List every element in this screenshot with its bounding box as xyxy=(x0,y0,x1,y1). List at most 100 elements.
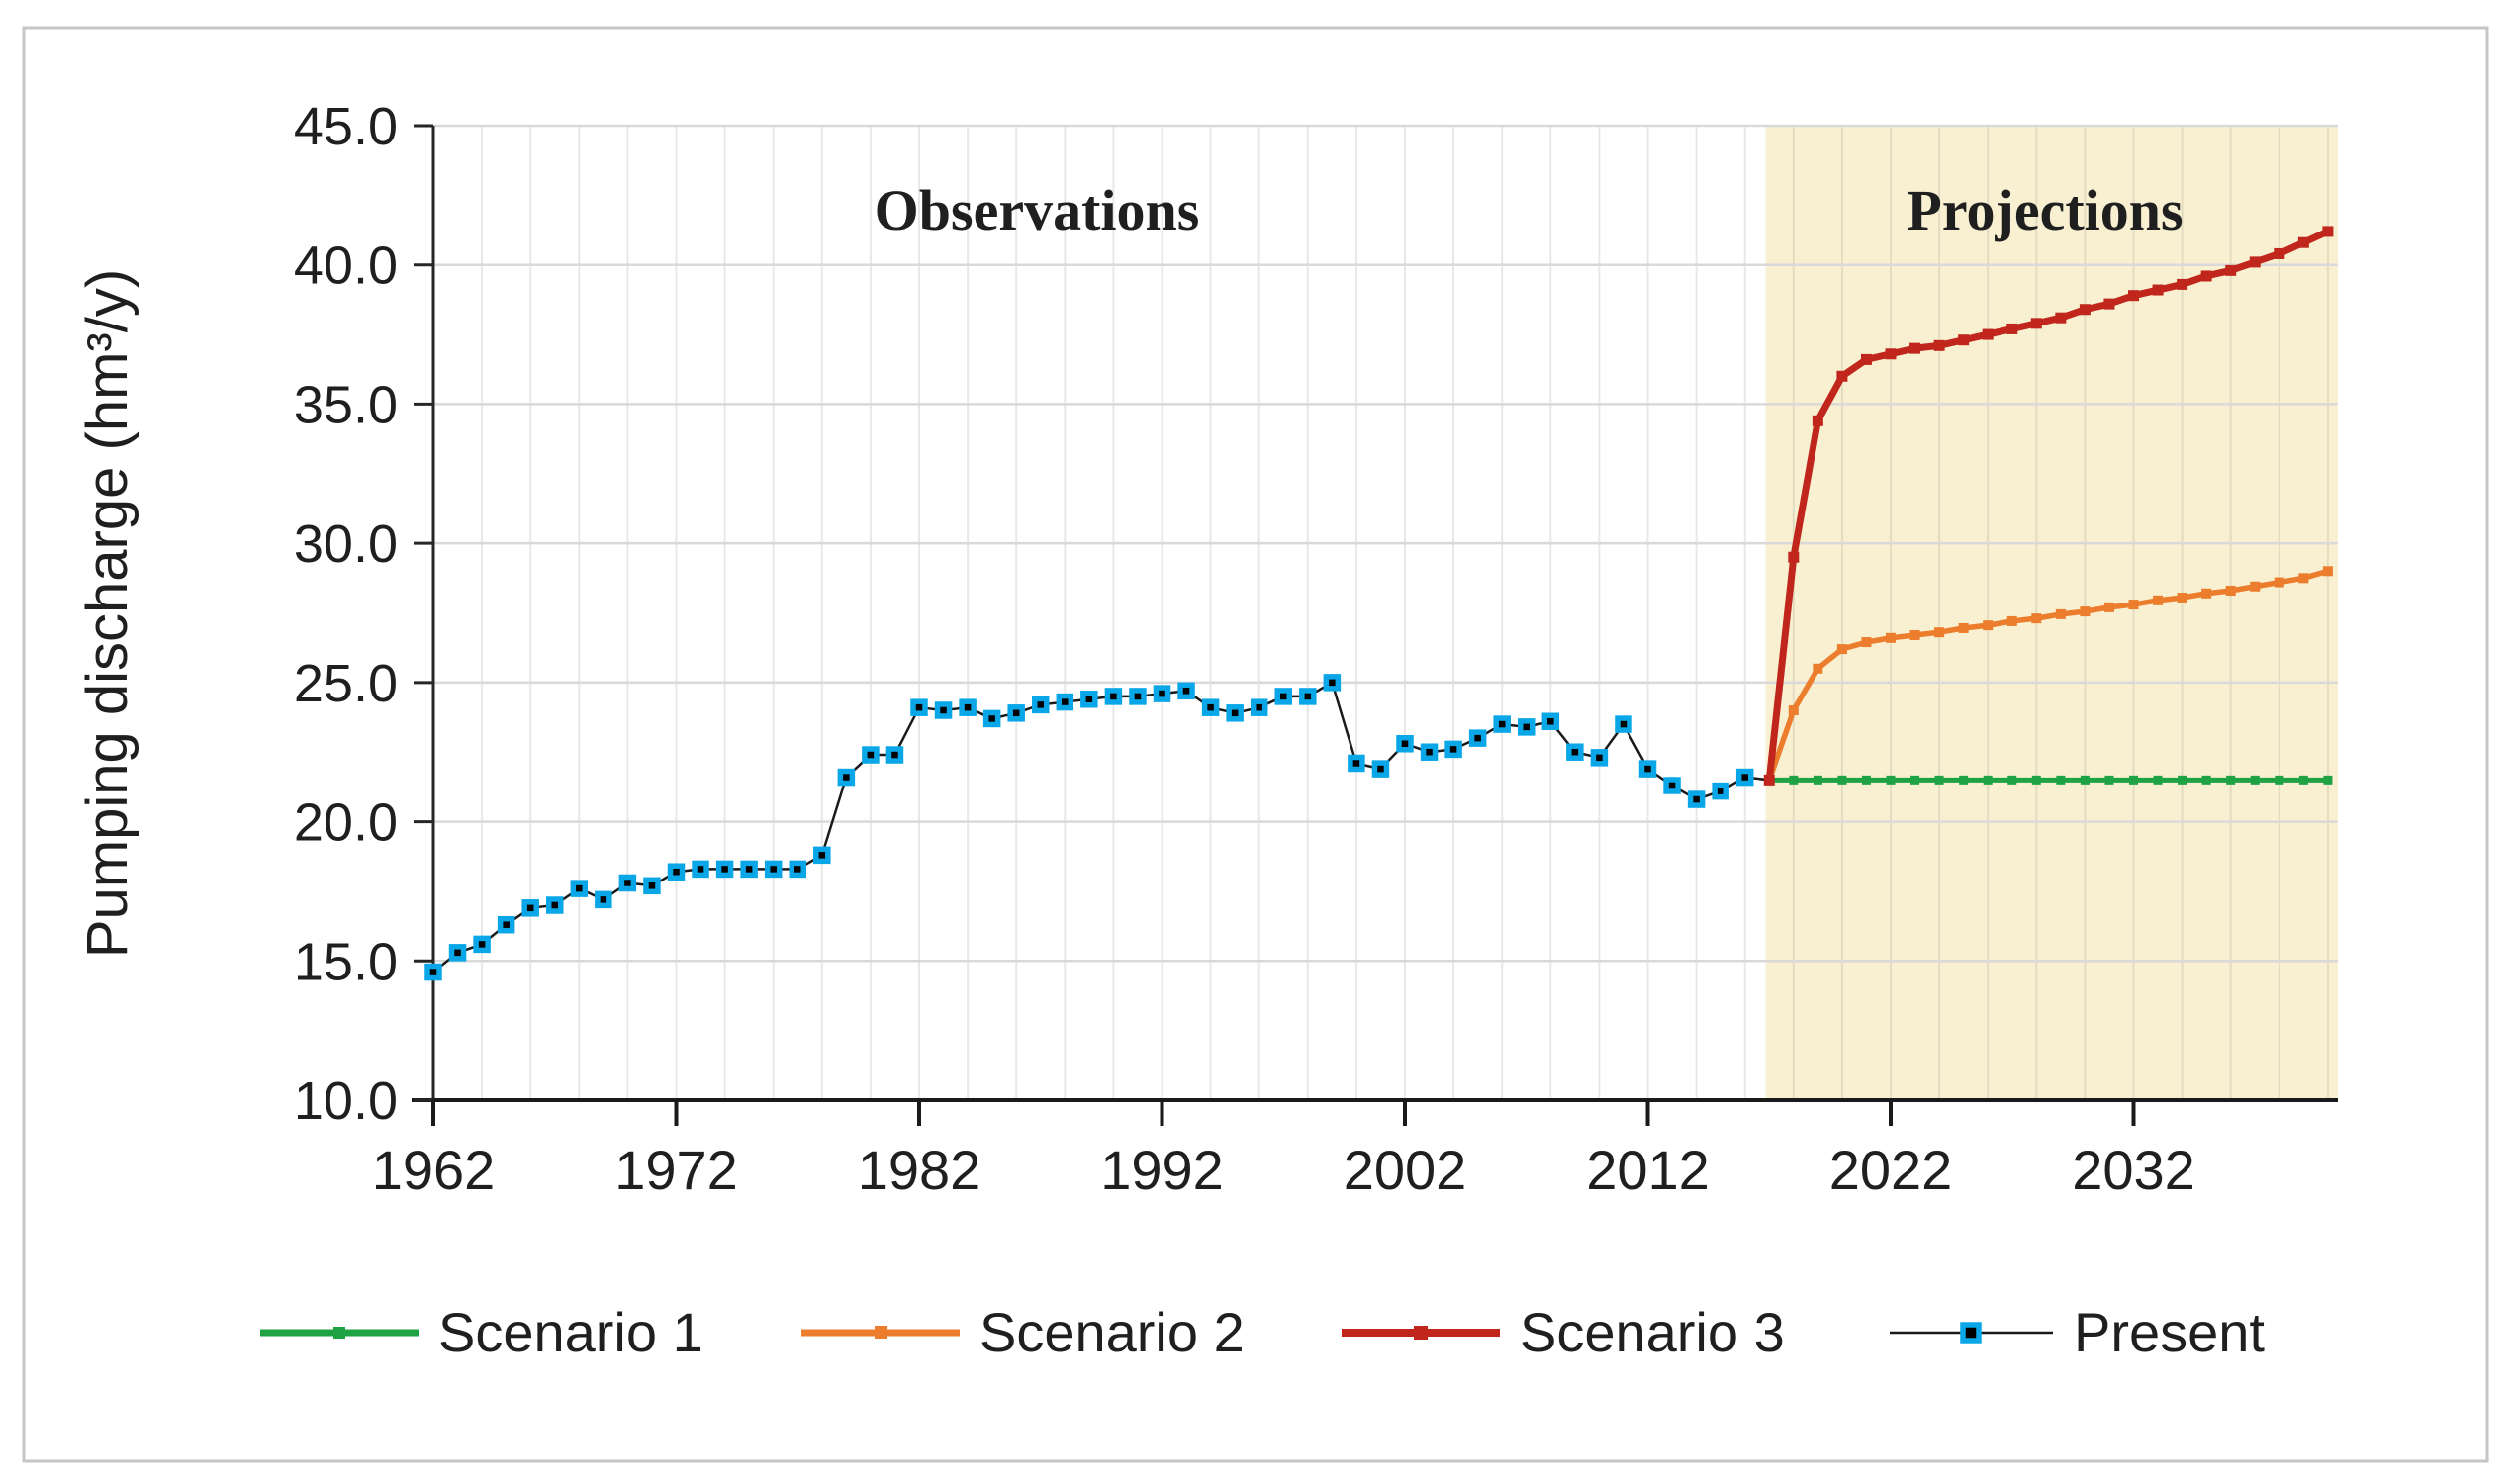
data-point-marker xyxy=(473,935,491,954)
data-point-marker xyxy=(595,890,612,909)
data-point-marker xyxy=(910,698,928,716)
data-point-marker xyxy=(2178,775,2187,785)
data-point-marker xyxy=(1909,630,1920,641)
data-point-marker xyxy=(1663,777,1681,794)
series-scenario-3 xyxy=(1763,226,2334,786)
data-point-marker xyxy=(862,746,880,764)
legend-item-scenario-1: Scenario 1 xyxy=(260,1301,703,1363)
data-point-marker xyxy=(448,944,467,962)
data-point-marker xyxy=(2080,775,2090,785)
data-point-marker xyxy=(2226,775,2236,785)
data-point-marker xyxy=(2274,577,2284,588)
data-point-marker xyxy=(1056,693,1074,711)
data-point-marker xyxy=(1886,775,1896,785)
data-point-marker xyxy=(2201,588,2212,599)
x-tick-label: 2012 xyxy=(1586,1139,1710,1201)
y-tick-label: 45.0 xyxy=(294,97,398,156)
data-point-marker xyxy=(1861,637,1872,648)
data-point-marker xyxy=(2031,775,2041,785)
data-point-marker xyxy=(1518,718,1536,736)
data-point-marker xyxy=(982,709,1001,728)
data-point-marker xyxy=(2297,236,2309,248)
data-point-marker xyxy=(2006,323,2018,334)
data-point-marker xyxy=(1735,768,1754,787)
y-tick-label: 40.0 xyxy=(294,236,398,296)
data-point-marker xyxy=(1104,688,1123,705)
observations-annotation: Observations xyxy=(875,178,1200,242)
data-point-marker xyxy=(1638,760,1657,778)
data-point-marker xyxy=(2200,270,2212,282)
data-point-marker xyxy=(2322,566,2333,577)
legend-item-scenario-3: Scenario 3 xyxy=(1342,1301,1785,1363)
data-point-marker xyxy=(1712,782,1729,800)
data-point-marker xyxy=(1983,775,1993,785)
series-present xyxy=(424,674,1770,981)
data-point-marker xyxy=(2298,775,2308,785)
data-point-marker xyxy=(2249,256,2261,268)
data-point-marker xyxy=(2103,298,2115,310)
data-point-marker xyxy=(1371,760,1390,778)
legend-label-scenario-2: Scenario 2 xyxy=(979,1301,1245,1363)
data-point-marker xyxy=(570,880,589,897)
data-point-marker xyxy=(2030,318,2042,329)
data-point-marker xyxy=(1129,688,1147,705)
data-point-marker xyxy=(1153,685,1171,702)
scenario-1-legend-marker-icon xyxy=(333,1327,345,1339)
x-tick-label: 1962 xyxy=(372,1139,496,1201)
data-point-marker xyxy=(643,877,661,895)
data-point-marker xyxy=(1788,705,1799,715)
data-point-marker xyxy=(1813,775,1822,785)
data-point-marker xyxy=(1910,775,1920,785)
data-point-marker xyxy=(2007,775,2017,785)
data-point-marker xyxy=(885,746,904,764)
y-tick-label: 20.0 xyxy=(294,793,398,853)
data-point-marker xyxy=(2250,775,2260,785)
data-point-marker xyxy=(1860,353,1872,365)
data-point-marker xyxy=(1788,551,1800,563)
data-point-marker xyxy=(1836,644,1847,655)
data-point-marker xyxy=(1201,698,1220,716)
data-point-marker xyxy=(2104,775,2114,785)
data-point-marker xyxy=(1958,334,1970,346)
data-point-marker xyxy=(2201,775,2211,785)
x-tick-label: 1982 xyxy=(858,1139,981,1201)
data-point-marker xyxy=(2056,775,2066,785)
data-point-marker xyxy=(2177,593,2187,603)
data-point-marker xyxy=(692,860,709,879)
data-point-marker xyxy=(2080,606,2091,617)
data-point-marker xyxy=(1177,682,1195,700)
data-point-marker xyxy=(1934,775,1944,785)
series-scenario-2 xyxy=(1764,566,2333,786)
legend-item-present: Present xyxy=(1890,1301,2265,1363)
data-point-marker xyxy=(2128,600,2139,610)
data-point-marker xyxy=(1250,698,1268,716)
data-point-marker xyxy=(2298,573,2309,584)
data-point-marker xyxy=(1886,632,1896,643)
data-point-marker xyxy=(2031,613,2042,624)
data-point-marker xyxy=(2153,775,2163,785)
data-point-marker xyxy=(1420,743,1439,761)
data-point-marker xyxy=(2274,247,2285,259)
data-point-marker xyxy=(667,863,686,881)
data-point-marker xyxy=(1590,749,1609,767)
data-point-marker xyxy=(1934,627,1945,638)
data-point-marker xyxy=(497,915,515,934)
data-point-marker xyxy=(1789,775,1799,785)
data-point-marker xyxy=(2225,264,2237,276)
data-point-marker xyxy=(1396,735,1414,753)
data-point-marker xyxy=(2323,775,2333,785)
data-point-marker xyxy=(1007,704,1025,722)
data-point-marker xyxy=(1909,342,1921,354)
y-tick-label: 25.0 xyxy=(294,654,398,713)
data-point-marker xyxy=(1323,674,1342,692)
projection-shade xyxy=(1765,126,2338,1100)
data-point-marker xyxy=(764,860,783,879)
data-point-marker xyxy=(2079,304,2091,316)
data-point-marker xyxy=(1444,740,1462,759)
data-point-marker xyxy=(618,874,637,892)
tick-label-layer: 45.0 40.0 35.0 30.0 25.0 20.0 15.0 10.0 1962 1972… xyxy=(294,97,2195,1201)
x-tick-label: 2002 xyxy=(1344,1139,1467,1201)
data-point-marker xyxy=(1468,729,1487,747)
data-point-marker xyxy=(2153,595,2164,605)
